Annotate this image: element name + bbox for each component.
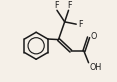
Text: F: F [67, 1, 72, 10]
Text: O: O [90, 32, 97, 41]
Text: F: F [78, 20, 83, 29]
Text: F: F [54, 1, 58, 10]
Text: OH: OH [90, 63, 102, 72]
